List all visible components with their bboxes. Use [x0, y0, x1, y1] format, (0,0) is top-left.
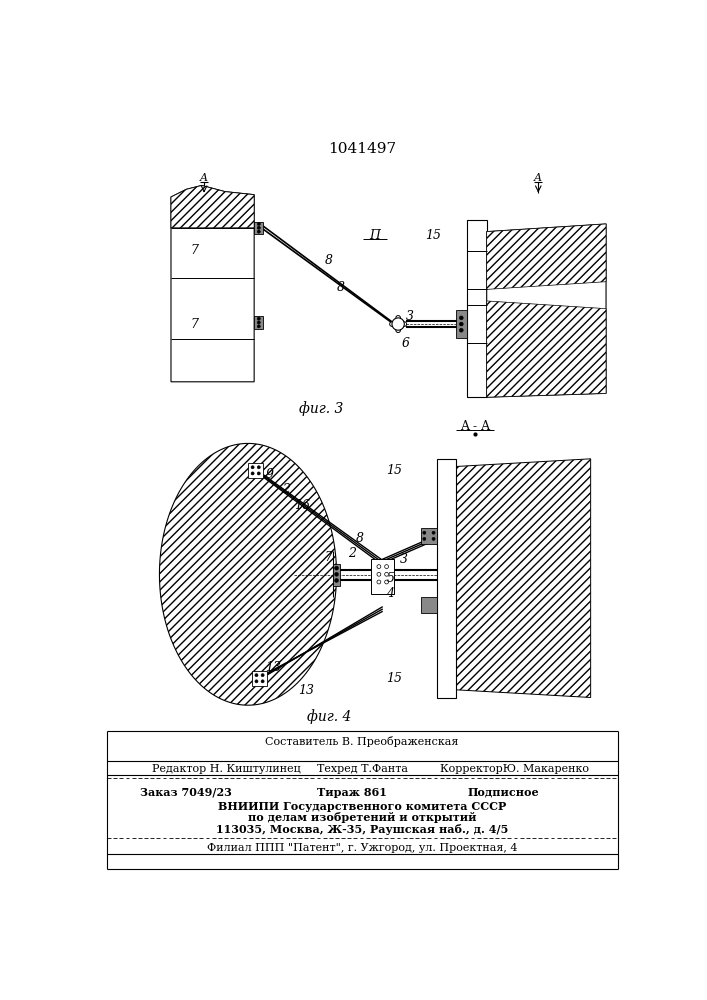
Text: A - A: A - A	[460, 420, 490, 433]
Circle shape	[396, 328, 400, 333]
Text: Техред Т.Фанта: Техред Т.Фанта	[317, 764, 409, 774]
Text: 1041497: 1041497	[328, 142, 396, 156]
Text: 8: 8	[337, 281, 344, 294]
Text: 13: 13	[298, 684, 314, 697]
Circle shape	[402, 322, 407, 326]
Bar	[421, 528, 437, 544]
Polygon shape	[486, 301, 606, 397]
Text: A: A	[534, 173, 542, 183]
Bar	[437, 459, 456, 698]
Circle shape	[255, 674, 258, 677]
Text: 8: 8	[356, 532, 363, 545]
Text: фиг. 3: фиг. 3	[299, 401, 344, 416]
Text: 7: 7	[190, 244, 198, 257]
Circle shape	[385, 580, 389, 584]
Bar	[421, 597, 437, 613]
Polygon shape	[467, 220, 486, 397]
Circle shape	[257, 321, 260, 324]
Text: Редактор Н. Киштулинец: Редактор Н. Киштулинец	[152, 764, 300, 774]
Text: A: A	[200, 173, 208, 183]
Text: КорректорЮ. Макаренко: КорректорЮ. Макаренко	[440, 764, 590, 774]
Circle shape	[432, 531, 435, 534]
Bar	[333, 564, 340, 586]
Circle shape	[377, 565, 381, 569]
Text: 3: 3	[400, 553, 409, 566]
Text: Тираж 861: Тираж 861	[317, 787, 387, 798]
Bar	[371, 559, 395, 594]
Text: 16: 16	[294, 499, 310, 512]
Circle shape	[261, 674, 264, 677]
Polygon shape	[456, 459, 590, 698]
Circle shape	[261, 680, 264, 683]
Circle shape	[257, 466, 260, 469]
Text: по делам изобретений и открытий: по делам изобретений и открытий	[247, 812, 477, 823]
Circle shape	[390, 322, 395, 326]
Circle shape	[334, 566, 339, 570]
Text: 2: 2	[283, 483, 291, 496]
Bar	[456, 310, 467, 338]
Circle shape	[460, 328, 463, 332]
Circle shape	[377, 572, 381, 576]
Circle shape	[257, 472, 260, 475]
Circle shape	[251, 472, 254, 475]
Text: 7: 7	[190, 318, 198, 331]
Bar	[248, 463, 264, 478]
Bar	[252, 671, 267, 686]
Text: 6: 6	[402, 337, 410, 350]
Text: П: П	[370, 229, 380, 242]
Circle shape	[432, 537, 435, 540]
Text: 9: 9	[266, 468, 274, 481]
Polygon shape	[486, 224, 606, 397]
Text: ВНИИПИ Государственного комитета СССР: ВНИИПИ Государственного комитета СССР	[218, 801, 506, 812]
Text: 15: 15	[386, 672, 402, 685]
Circle shape	[460, 322, 463, 326]
Circle shape	[377, 580, 381, 584]
Text: 113035, Москва, Ж-35, Раушская наб., д. 4/5: 113035, Москва, Ж-35, Раушская наб., д. …	[216, 824, 508, 835]
Polygon shape	[160, 443, 337, 705]
Text: 15: 15	[386, 464, 402, 477]
Circle shape	[257, 230, 260, 233]
Circle shape	[423, 531, 426, 534]
Circle shape	[251, 466, 254, 469]
Circle shape	[257, 226, 260, 229]
Polygon shape	[171, 185, 254, 382]
Circle shape	[460, 316, 463, 320]
Circle shape	[423, 537, 426, 540]
Text: Заказ 7049/23: Заказ 7049/23	[140, 787, 232, 798]
Text: фиг. 4: фиг. 4	[307, 709, 351, 724]
Text: 4: 4	[387, 587, 395, 600]
Circle shape	[257, 325, 260, 328]
Circle shape	[396, 322, 400, 326]
Text: Подписное: Подписное	[467, 787, 539, 798]
Text: 3: 3	[406, 310, 414, 323]
Circle shape	[255, 680, 258, 683]
Bar	[254, 222, 264, 234]
Circle shape	[385, 565, 389, 569]
Polygon shape	[171, 185, 254, 228]
Text: 8: 8	[325, 254, 333, 267]
Circle shape	[257, 222, 260, 225]
Text: 5: 5	[387, 572, 395, 585]
Text: Филиал ППП "Патент", г. Ужгород, ул. Проектная, 4: Филиал ППП "Патент", г. Ужгород, ул. Про…	[206, 843, 518, 853]
Bar	[254, 316, 264, 329]
Text: 2: 2	[348, 547, 356, 560]
Text: Составитель В. Преображенская: Составитель В. Преображенская	[265, 736, 459, 747]
Text: 7: 7	[325, 551, 333, 564]
Polygon shape	[486, 224, 606, 289]
Text: 15: 15	[425, 229, 440, 242]
Text: 13: 13	[265, 661, 281, 674]
Circle shape	[334, 572, 339, 576]
Circle shape	[257, 317, 260, 320]
Circle shape	[385, 572, 389, 576]
Circle shape	[396, 316, 400, 320]
Circle shape	[392, 318, 404, 330]
Circle shape	[334, 579, 339, 582]
